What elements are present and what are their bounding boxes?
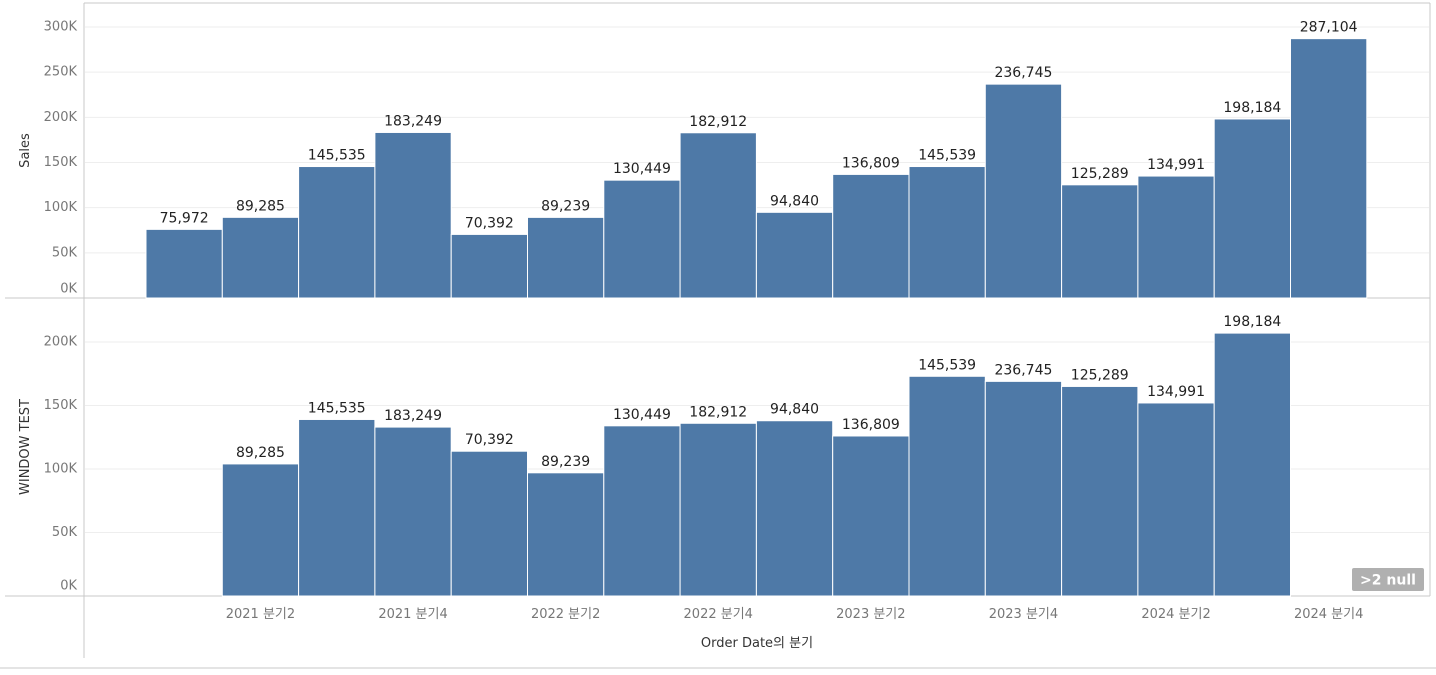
bar[interactable] [450, 450, 529, 597]
y-tick-label: 0K [60, 579, 77, 594]
x-tick-label: 2023 분기2 [836, 607, 905, 622]
bar[interactable] [679, 132, 757, 299]
bar[interactable] [908, 375, 986, 597]
bar-data-label: 89,285 [236, 198, 285, 214]
bar-data-label: 136,809 [842, 417, 900, 433]
bar-data-label: 134,991 [1147, 157, 1205, 173]
bar[interactable] [755, 420, 834, 597]
x-tick-label: 2022 분기4 [684, 607, 753, 622]
x-tick-label: 2023 분기4 [989, 607, 1058, 622]
x-tick-label: 2024 분기2 [1141, 607, 1210, 622]
bar[interactable] [755, 211, 834, 299]
x-tick-label: 2021 분기2 [226, 607, 295, 622]
bar-data-label: 89,239 [541, 454, 590, 470]
bar[interactable] [603, 425, 681, 597]
bar-data-label: 89,239 [541, 198, 590, 214]
y-axis-title: Sales [18, 133, 33, 168]
bar-data-label: 130,449 [613, 407, 671, 423]
x-axis-title: Order Date의 분기 [701, 636, 813, 651]
bar-data-label: 134,991 [1147, 384, 1205, 400]
bar-data-label: 236,745 [994, 65, 1052, 81]
bar[interactable] [603, 179, 681, 299]
bar[interactable] [527, 472, 605, 597]
bar[interactable] [832, 435, 910, 597]
bar[interactable] [221, 216, 300, 299]
bar-data-label: 94,840 [770, 402, 819, 418]
bar[interactable] [1137, 402, 1215, 597]
y-tick-label: 300K [44, 20, 78, 35]
sales-pane: 0K 50K 100K 150K 200K 250K 300K Sales 75,972 89,2… [18, 20, 1429, 299]
bar-data-label: 145,535 [308, 400, 366, 416]
y-tick-label: 100K [44, 200, 78, 215]
bar[interactable] [984, 380, 1063, 597]
bar[interactable] [1061, 385, 1139, 597]
bar[interactable] [1061, 184, 1139, 299]
bar[interactable] [450, 233, 529, 299]
x-tick-label: 2022 분기2 [531, 607, 600, 622]
x-axis: 2021 분기2 2021 분기4 2022 분기2 2022 분기4 2023 분기2… [226, 607, 1364, 651]
bar[interactable] [298, 166, 376, 299]
null-indicator-bg[interactable] [1352, 568, 1424, 591]
y-tick-label: 200K [44, 335, 78, 350]
bar-data-label: 236,745 [994, 362, 1052, 378]
bar-data-label: 182,912 [689, 114, 747, 130]
bar[interactable] [679, 422, 757, 597]
bar[interactable] [1213, 118, 1291, 299]
null-indicator-text[interactable]: >2 null [1360, 573, 1416, 589]
y-tick-label: 150K [44, 155, 78, 170]
y-axis-title: WINDOW TEST [18, 399, 33, 495]
bar-data-label: 125,289 [1071, 166, 1129, 182]
bar[interactable] [908, 166, 986, 299]
bar-data-label: 198,184 [1223, 100, 1281, 116]
bar-data-label: 145,539 [918, 148, 976, 164]
bar[interactable] [984, 83, 1063, 299]
y-tick-label: 50K [52, 525, 78, 540]
bar-data-label: 70,392 [465, 432, 514, 448]
window-test-pane: 0K 50K 100K 150K 200K WINDOW TEST 89,285 145,53… [18, 314, 1429, 597]
bar[interactable] [374, 131, 452, 299]
y-tick-label: 100K [44, 462, 78, 477]
bar-data-label: 182,912 [689, 404, 747, 420]
x-tick-label: 2021 분기4 [378, 607, 447, 622]
bar-data-label: 94,840 [770, 193, 819, 209]
y-tick-label: 200K [44, 110, 78, 125]
bar-data-label: 287,104 [1300, 20, 1358, 36]
bar-data-label: 89,285 [236, 445, 285, 461]
bar-data-label: 70,392 [465, 215, 514, 231]
y-tick-label: 150K [44, 398, 78, 413]
bar-data-label: 183,249 [384, 113, 442, 129]
bar[interactable] [832, 173, 910, 299]
bar[interactable] [221, 463, 300, 597]
bar[interactable] [374, 426, 452, 597]
bar[interactable] [145, 228, 223, 299]
null-indicator-badge[interactable]: >2 null [1352, 568, 1424, 591]
bar[interactable] [1213, 332, 1291, 597]
bar[interactable] [1290, 38, 1368, 299]
y-tick-label: 250K [44, 65, 78, 80]
bar-data-label: 125,289 [1071, 367, 1129, 383]
bar-data-label: 145,539 [918, 357, 976, 373]
x-tick-label: 2024 분기4 [1294, 607, 1363, 622]
y-tick-label: 0K [60, 282, 77, 297]
bar-data-label: 136,809 [842, 155, 900, 171]
bar-data-label: 198,184 [1223, 314, 1281, 330]
y-tick-label: 50K [52, 245, 78, 260]
bar-data-label: 145,535 [308, 148, 366, 164]
bar[interactable] [527, 216, 605, 299]
bar[interactable] [1137, 175, 1215, 299]
bar-data-label: 130,449 [613, 161, 671, 177]
bar[interactable] [298, 418, 376, 597]
bar-data-label: 183,249 [384, 408, 442, 424]
bar-data-label: 75,972 [160, 210, 209, 226]
